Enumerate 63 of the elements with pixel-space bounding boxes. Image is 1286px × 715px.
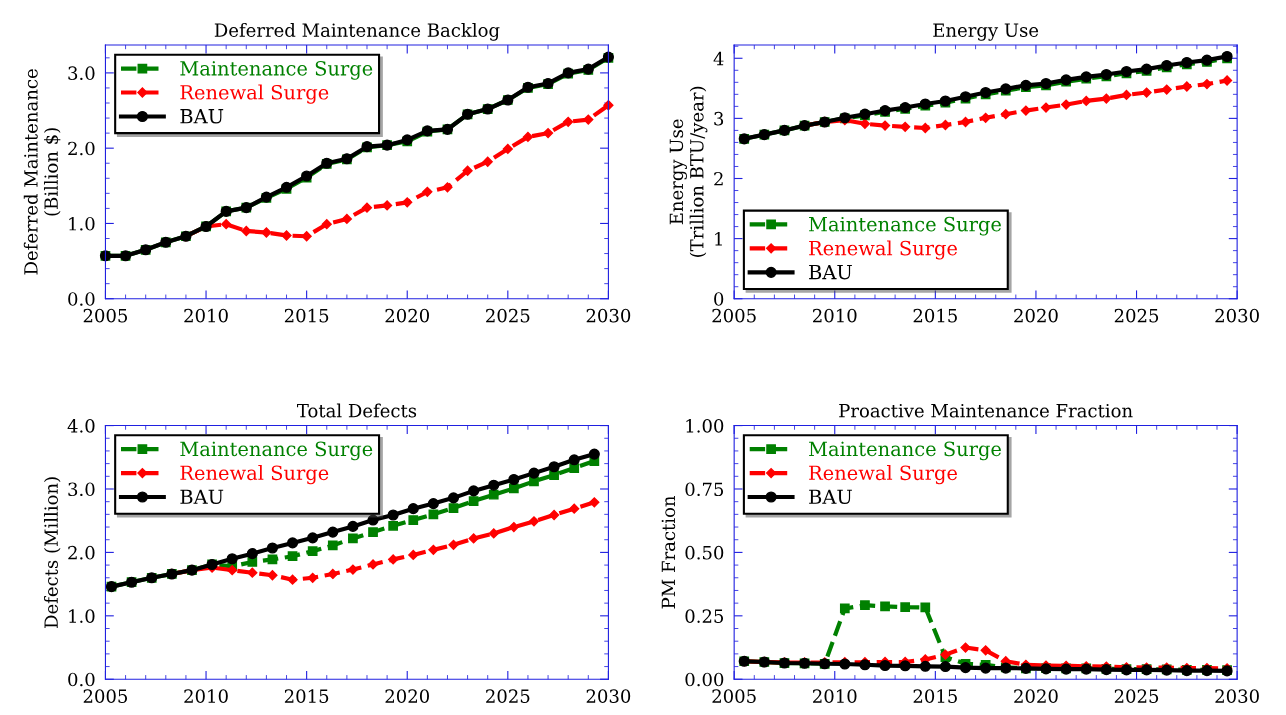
x-tick-label: 2010: [184, 689, 228, 703]
x-tick-label: 2010: [813, 689, 857, 703]
x-tick-label: 2015: [284, 689, 329, 703]
x-tick-label: 2020: [385, 689, 430, 703]
y-tick-label: 0.0: [68, 292, 95, 306]
legend-label: BAU: [809, 264, 852, 280]
y-tick-label: 1.0: [69, 216, 95, 231]
chart-title: Energy Use: [933, 23, 1039, 41]
y-tick-label: 1.0: [69, 609, 95, 623]
x-tick-label: 2015: [913, 689, 957, 703]
x-tick-label: 2005: [83, 308, 128, 323]
x-tick-label: 2015: [284, 308, 329, 323]
legend-label: Maintenance Surge: [180, 60, 373, 80]
legend-label: Maintenance Surge: [180, 441, 373, 461]
y-tick-label: 2: [714, 171, 723, 186]
y-tick-label: 2.0: [68, 545, 95, 560]
x-tick-label: 2030: [586, 308, 631, 323]
legend-label: Maintenance Surge: [809, 441, 1001, 461]
x-tick-label: 2020: [1014, 308, 1058, 323]
legend-label: BAU: [180, 489, 224, 505]
x-tick-label: 2030: [1215, 689, 1259, 703]
x-tick-label: 2025: [486, 689, 530, 703]
legend-label: Renewal Surge: [809, 240, 957, 260]
legend-label: Renewal Surge: [180, 465, 329, 485]
chart-title: Total Defects: [297, 403, 417, 418]
legend-label: Maintenance Surge: [809, 216, 1001, 236]
x-tick-label: 2010: [184, 308, 228, 323]
y-tick-label: 4: [713, 51, 724, 66]
y-tick-label: 0.50: [685, 545, 724, 560]
y-tick-label: 4.0: [67, 419, 95, 433]
x-tick-label: 2030: [586, 689, 631, 703]
x-tick-label: 2025: [1114, 689, 1159, 703]
x-tick-label: 2015: [913, 308, 957, 323]
chart-title: Proactive Maintenance Fraction: [839, 403, 1133, 418]
x-tick-label: 2005: [83, 689, 128, 703]
y-tick-label: 0: [714, 292, 724, 306]
x-tick-label: 2010: [813, 308, 857, 323]
y-axis-title: Energy Use (Trillion BTU/year): [669, 86, 708, 257]
x-tick-label: 2020: [1014, 689, 1058, 703]
y-tick-label: 2.0: [68, 141, 95, 156]
y-axis-title: Defects (Million): [43, 477, 61, 628]
y-tick-label: 0.0: [68, 672, 95, 687]
x-tick-label: 2020: [385, 308, 430, 323]
y-tick-label: 1.00: [686, 419, 724, 433]
legend-label: BAU: [180, 109, 224, 124]
x-tick-label: 2005: [712, 308, 756, 323]
y-tick-label: 3.0: [68, 66, 95, 81]
y-tick-label: 0.75: [685, 482, 724, 497]
x-tick-label: 2025: [1114, 308, 1159, 323]
y-axis-title: Deferred Maintenance (Billion $): [23, 69, 61, 275]
y-tick-label: 1: [715, 232, 722, 246]
y-tick-label: 3.0: [68, 482, 95, 497]
y-tick-label: 3: [714, 111, 724, 126]
chart-title: Deferred Maintenance Backlog: [214, 22, 500, 41]
y-tick-label: 0.25: [685, 609, 724, 623]
legend-label: Renewal Surge: [809, 465, 957, 485]
y-axis-title: PM Fraction: [661, 495, 676, 609]
x-tick-label: 2030: [1215, 308, 1259, 323]
legend-label: BAU: [809, 489, 852, 505]
x-tick-label: 2025: [486, 308, 530, 323]
x-tick-label: 2005: [712, 689, 756, 703]
legend-label: Renewal Surge: [180, 84, 329, 104]
y-tick-label: 0.00: [685, 672, 724, 687]
